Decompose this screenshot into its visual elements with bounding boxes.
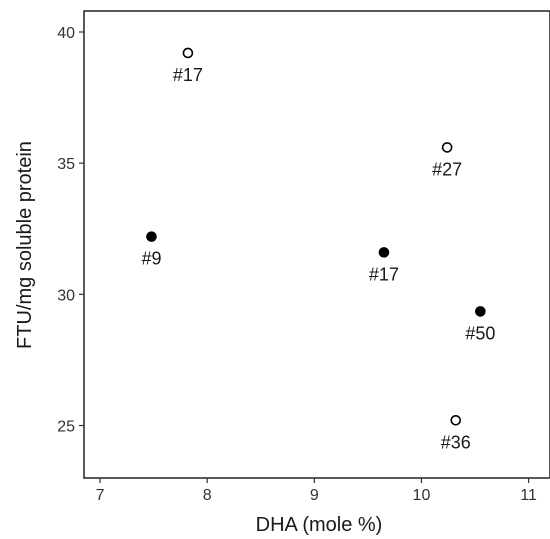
data-point-label: #36 <box>441 432 471 452</box>
open-data-point <box>182 47 194 59</box>
x-tick-label: 9 <box>310 487 319 504</box>
data-point-label: #50 <box>465 323 495 343</box>
data-point-label: #9 <box>141 249 161 269</box>
plot-area <box>83 10 550 479</box>
data-point-label: #17 <box>369 264 399 284</box>
data-point-label: #27 <box>432 159 462 179</box>
open-data-point <box>450 414 462 426</box>
y-axis: 25 30 35 40 <box>57 25 84 436</box>
x-axis-title: DHA (mole %) <box>256 514 383 536</box>
filled-data-point <box>378 247 390 258</box>
x-axis: 7 8 9 10 11 <box>96 478 537 504</box>
y-tick-label: 30 <box>57 287 75 304</box>
x-tick-label: 7 <box>96 487 105 504</box>
y-tick-label: 25 <box>57 419 75 436</box>
data-point-label: #17 <box>173 65 203 85</box>
x-tick-label: 10 <box>413 487 431 504</box>
plot-frame <box>83 10 550 479</box>
y-axis-title: FTU/mg soluble protein <box>14 141 36 349</box>
y-tick-label: 40 <box>57 25 75 42</box>
filled-data-point <box>146 231 157 242</box>
x-tick-label: 11 <box>520 487 537 504</box>
data-points <box>146 47 486 426</box>
filled-data-point <box>475 306 486 317</box>
x-tick-label: 8 <box>203 487 212 504</box>
open-data-point <box>441 142 453 153</box>
y-tick-label: 35 <box>57 156 75 173</box>
data-point-labels: #17 #27 #36 #9 #17 #50 <box>141 65 495 452</box>
